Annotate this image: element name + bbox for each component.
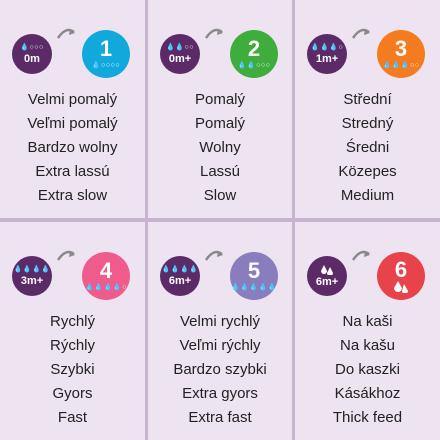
speed-circle: 4 💧💧💧💧○ [82, 252, 130, 300]
age-label: 1m+ [315, 52, 339, 65]
age-label: 0m [24, 52, 40, 65]
label-hu: Közepes [338, 163, 397, 180]
age-label: 0m+ [168, 52, 192, 65]
label-hu: Gyors [52, 385, 93, 402]
label-cz: Velmi rychlý [179, 313, 261, 330]
arrow-icon [351, 28, 370, 39]
speed-number: 4 [99, 258, 113, 283]
age-badge: 💧💧💧💧 3m+ [12, 256, 52, 296]
drops-indicator-icon: 💧💧💧💧 [161, 265, 199, 273]
speed-circle: 6 [377, 252, 425, 300]
label-hu: Kásákhoz [334, 385, 401, 402]
speed-circle: 1 💧○○○○ [82, 30, 130, 78]
card-speed-5: 💧💧💧💧 6m+ 5 💧💧💧💧💧 Velmi rychlý Veľmi rých… [148, 222, 292, 440]
label-cz: Pomalý [194, 91, 246, 108]
speed-labels: Rychlý Rýchly Szybki Gyors Fast [0, 310, 145, 430]
drops-indicator-icon: 💧○○○ [20, 43, 44, 51]
label-hu: Extra gyors [182, 385, 258, 402]
label-hu: Extra lassú [35, 163, 110, 180]
thick-feed-icon [394, 281, 408, 293]
thick-feed-icon [321, 264, 333, 275]
age-badge: 💧💧💧💧 6m+ [160, 256, 200, 296]
age-badge: 6m+ [307, 256, 347, 296]
drops-indicator-icon: 💧💧💧💧 [13, 265, 51, 273]
label-en: Slow [203, 187, 237, 204]
label-en: Medium [340, 187, 395, 204]
label-pl: Szybki [50, 361, 95, 378]
speed-labels: Velmi pomalý Veľmi pomalý Bardzo wolny E… [0, 88, 145, 208]
arrow-icon [204, 28, 223, 39]
label-en: Extra slow [37, 187, 108, 204]
speed-drops-icon: 💧💧💧○○ [382, 62, 420, 69]
label-pl: Średni [345, 139, 390, 156]
speed-drops-icon: 💧💧💧💧○ [85, 284, 127, 291]
speed-circle: 2 💧💧○○○ [230, 30, 278, 78]
age-badge: 💧○○○ 0m [12, 34, 52, 74]
age-label: 6m+ [168, 274, 192, 287]
arrow-icon [56, 28, 75, 39]
speed-circle: 5 💧💧💧💧💧 [230, 252, 278, 300]
label-cz: Střední [343, 91, 392, 108]
speed-labels: Střední Stredný Średni Közepes Medium [295, 88, 440, 208]
speed-number: 6 [394, 257, 408, 282]
arrow-icon [56, 250, 75, 261]
label-sk: Veľmi rýchly [179, 337, 261, 354]
label-en: Extra fast [188, 409, 252, 426]
card-speed-2: 💧💧○○ 0m+ 2 💧💧○○○ Pomalý Pomalý Wolny Las… [148, 0, 292, 218]
speed-number: 5 [247, 258, 261, 283]
age-badge: 💧💧💧○ 1m+ [307, 34, 347, 74]
age-badge: 💧💧○○ 0m+ [160, 34, 200, 74]
label-cz: Velmi pomalý [27, 91, 118, 108]
drops-indicator-icon: 💧💧💧○ [310, 43, 344, 51]
label-sk: Veľmi pomalý [27, 115, 118, 132]
speed-circle: 3 💧💧💧○○ [377, 30, 425, 78]
label-en: Fast [57, 409, 88, 426]
speed-number: 3 [394, 36, 408, 61]
speed-number: 2 [247, 36, 261, 61]
label-pl: Bardzo szybki [173, 361, 267, 378]
speed-labels: Velmi rychlý Veľmi rýchly Bardzo szybki … [148, 310, 292, 430]
label-sk: Na kašu [339, 337, 396, 354]
label-hu: Lassú [199, 163, 241, 180]
card-speed-3: 💧💧💧○ 1m+ 3 💧💧💧○○ Střední Stredný Średni … [295, 0, 440, 218]
speed-number: 1 [99, 36, 113, 61]
label-cz: Rychlý [49, 313, 95, 330]
arrow-icon [351, 250, 370, 261]
speed-drops-icon: 💧○○○○ [91, 62, 121, 69]
age-label: 6m+ [315, 275, 339, 288]
label-sk: Pomalý [194, 115, 246, 132]
card-speed-1: 💧○○○ 0m 1 💧○○○○ Velmi pomalý Veľmi pomal… [0, 0, 145, 218]
arrow-icon [204, 250, 223, 261]
label-en: Thick feed [332, 409, 403, 426]
speed-labels: Na kaši Na kašu Do kaszki Kásákhoz Thick… [295, 310, 440, 430]
age-label: 3m+ [20, 274, 44, 287]
drops-indicator-icon: 💧💧○○ [166, 43, 194, 51]
label-pl: Do kaszki [334, 361, 401, 378]
speed-labels: Pomalý Pomalý Wolny Lassú Slow [148, 88, 292, 208]
card-speed-6: 6m+ 6 Na kaši Na kašu Do kaszki Kásákhoz… [295, 222, 440, 440]
label-sk: Rýchly [49, 337, 95, 354]
label-pl: Wolny [199, 139, 241, 156]
label-sk: Stredný [341, 115, 394, 132]
card-speed-4: 💧💧💧💧 3m+ 4 💧💧💧💧○ Rychlý Rýchly Szybki Gy… [0, 222, 145, 440]
label-pl: Bardzo wolny [27, 139, 118, 156]
speed-drops-icon: 💧💧💧💧💧 [230, 284, 278, 291]
label-cz: Na kaši [342, 313, 393, 330]
speed-drops-icon: 💧💧○○○ [237, 62, 271, 69]
